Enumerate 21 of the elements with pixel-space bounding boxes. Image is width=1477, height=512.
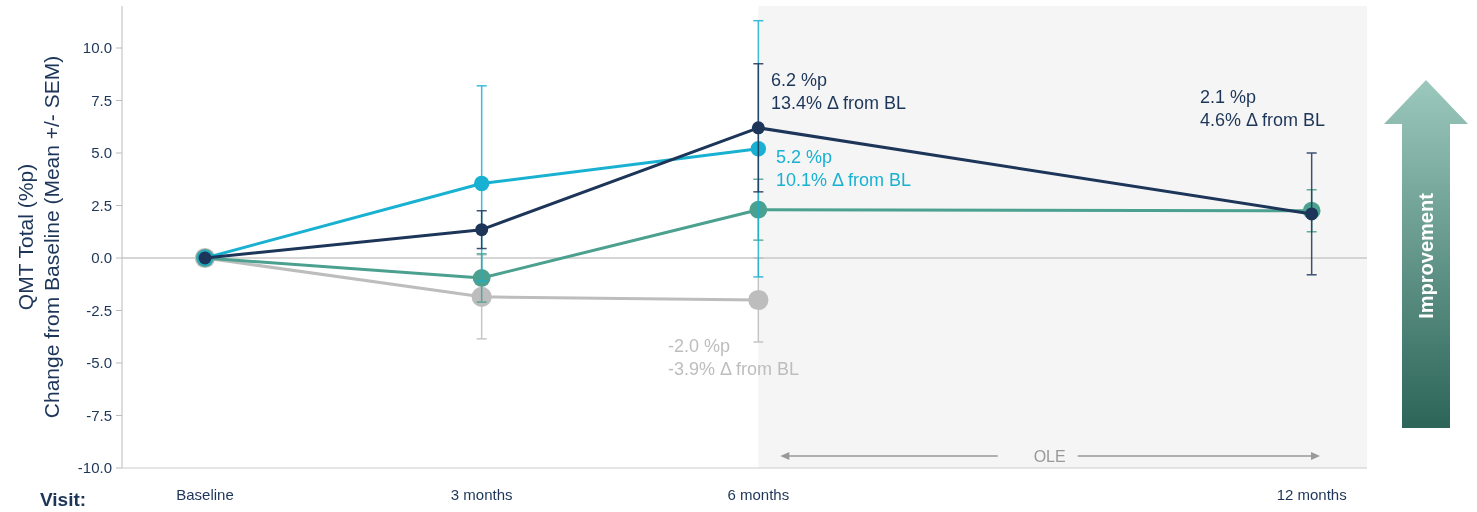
y-tick-label: -2.5 [86, 301, 112, 319]
annotation: 6.2 %p 13.4% Δ from BL [771, 70, 907, 113]
y-tick-label: 2.5 [91, 196, 112, 214]
y-tick-label: -10.0 [77, 459, 112, 476]
annotation: 2.1 %p 4.6% Δ from BL [1200, 87, 1326, 130]
text: Improvement [1415, 192, 1437, 319]
x-axis-title: Visit: [40, 489, 87, 510]
y-axis-title: QMT Total (%p) Change from Baseline (Mean +/- SEM) [14, 55, 64, 419]
annotation: -2.0 %p -3.9% Δ from BL [668, 336, 800, 379]
x-tick-label: 3 months [450, 486, 513, 503]
annotation: 5.2 %p 10.1% Δ from BL [776, 147, 912, 190]
y-tick-label: 10.0 [82, 39, 112, 56]
y-tick-label: 7.5 [91, 91, 112, 109]
band-label: OLE [1033, 448, 1066, 465]
y-tick-label: -5.0 [86, 354, 112, 371]
y-tick-label: -7.5 [86, 406, 112, 424]
y-tick-label: 5.0 [91, 144, 112, 161]
x-tick-label: 12 months [1276, 486, 1347, 503]
x-tick-label: Baseline [176, 486, 234, 503]
y-tick-label: 0.0 [91, 249, 112, 266]
x-tick-label: 6 months [727, 486, 790, 503]
